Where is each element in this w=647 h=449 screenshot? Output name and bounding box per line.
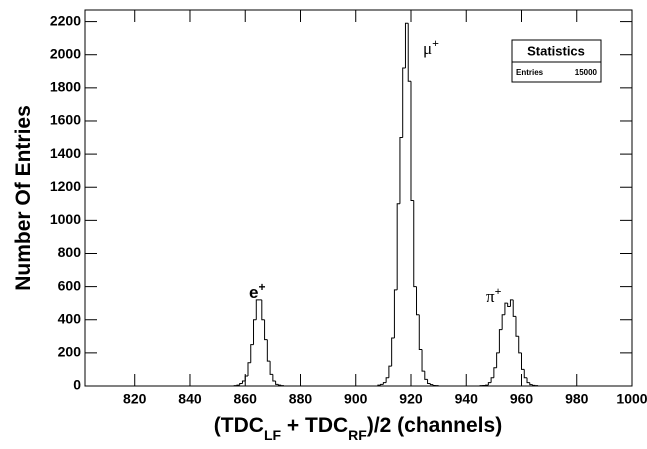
y-tick-label: 800 (58, 244, 82, 260)
histogram-bin (399, 137, 403, 204)
peak-annotation: μ+ (423, 36, 439, 58)
histogram-bin (493, 367, 497, 378)
x-tick-label: 920 (399, 391, 423, 407)
histogram-bin (272, 374, 276, 382)
histogram-bin (507, 303, 511, 307)
y-tick-label: 400 (58, 310, 82, 326)
y-tick-label: 1400 (50, 145, 81, 161)
histogram-bin (247, 362, 251, 377)
annotation-text: π (486, 287, 495, 306)
histogram-bin (244, 375, 248, 382)
histogram-bin (410, 81, 414, 201)
histogram-bin (388, 365, 392, 378)
x-axis-label-part: )/2 (channels) (367, 414, 502, 437)
histogram-bin (418, 314, 423, 351)
annotation-sup: + (495, 284, 502, 298)
histogram-bin (264, 319, 268, 341)
x-tick-label: 860 (234, 391, 258, 407)
histogram-bin (382, 382, 387, 385)
histogram-bin (490, 377, 494, 383)
x-tick-label: 1000 (616, 391, 647, 407)
y-tick-label: 200 (58, 344, 82, 360)
histogram-bin (380, 383, 384, 386)
x-axis-label-sub: LF (264, 427, 282, 443)
histogram-bin (396, 203, 400, 290)
histogram-bin (504, 302, 508, 315)
histogram-bin (427, 379, 431, 385)
histogram-bin (266, 339, 271, 362)
histogram-bin (501, 314, 505, 330)
x-tick-label: 820 (123, 391, 147, 407)
x-tick-label: 980 (565, 391, 589, 407)
histogram-bin (269, 361, 273, 375)
stats-title: Statistics (527, 43, 585, 58)
histogram-bin (518, 336, 522, 354)
stats-label: Entries (516, 68, 544, 77)
histogram-bin (253, 319, 257, 345)
histogram-bin (261, 299, 265, 321)
histogram-bin (277, 384, 282, 386)
annotation-sup: + (258, 280, 265, 294)
y-tick-label: 2200 (50, 12, 81, 28)
histogram-bin (402, 67, 406, 138)
histogram-bin (413, 200, 417, 288)
histogram-bin (429, 383, 434, 386)
histogram-bin (421, 349, 425, 372)
histogram-bin (250, 344, 254, 363)
histogram-bin (424, 371, 428, 380)
peak-annotation: e+ (249, 280, 265, 302)
x-tick-label: 900 (344, 391, 368, 407)
y-tick-label: 0 (73, 377, 81, 393)
histogram-bin (529, 382, 533, 386)
stats-frame (511, 39, 602, 83)
annotation-text: μ (423, 39, 432, 58)
histogram-bin (239, 383, 243, 386)
histogram-bin (391, 337, 395, 367)
x-tick-label: 940 (455, 391, 479, 407)
x-axis-label: (TDCLF + TDCRF)/2 (channels) (214, 414, 502, 443)
histogram-bin (416, 286, 420, 316)
histogram-bin (487, 382, 492, 386)
histogram-bin (241, 380, 246, 384)
histogram-bin (432, 384, 436, 387)
stats-box: Statistics Entries 15000 (511, 39, 602, 83)
x-axis-label-part: + TDC (281, 414, 348, 437)
x-tick-label: 840 (178, 391, 202, 407)
y-tick-label: 1000 (50, 211, 81, 227)
x-axis-label-sub: RF (348, 427, 367, 443)
histogram-bin (526, 377, 530, 384)
histogram-bin (515, 316, 519, 337)
x-tick-label: 880 (289, 391, 313, 407)
histogram-bin (275, 381, 279, 385)
histogram-bin (404, 22, 409, 68)
y-axis-label: Number Of Entries (12, 105, 35, 291)
peak-annotation: π+ (486, 284, 502, 306)
stats-value: 15000 (575, 68, 598, 77)
histogram-bin (532, 384, 536, 386)
histogram-bin (393, 289, 398, 338)
histogram-bin (509, 299, 514, 307)
annotation-text: e (249, 283, 258, 302)
histogram-bin (520, 352, 525, 370)
y-tick-label: 600 (58, 277, 82, 293)
y-tick-label: 1200 (50, 178, 81, 194)
histogram-bin (498, 329, 503, 353)
histogram-bin (255, 299, 260, 320)
y-tick-label: 1800 (50, 79, 81, 95)
y-tick-label: 2000 (50, 45, 81, 61)
histogram-bin (377, 384, 381, 386)
x-axis-label-part: (TDC (214, 414, 264, 437)
histogram-bin (523, 369, 528, 379)
y-tick-label: 1600 (50, 112, 81, 128)
histogram-bin (512, 299, 516, 317)
histogram-bin (407, 23, 411, 82)
x-tick-label: 960 (510, 391, 534, 407)
annotation-sup: + (432, 36, 439, 50)
histogram-bin (496, 352, 500, 368)
histogram-bin (385, 377, 389, 383)
